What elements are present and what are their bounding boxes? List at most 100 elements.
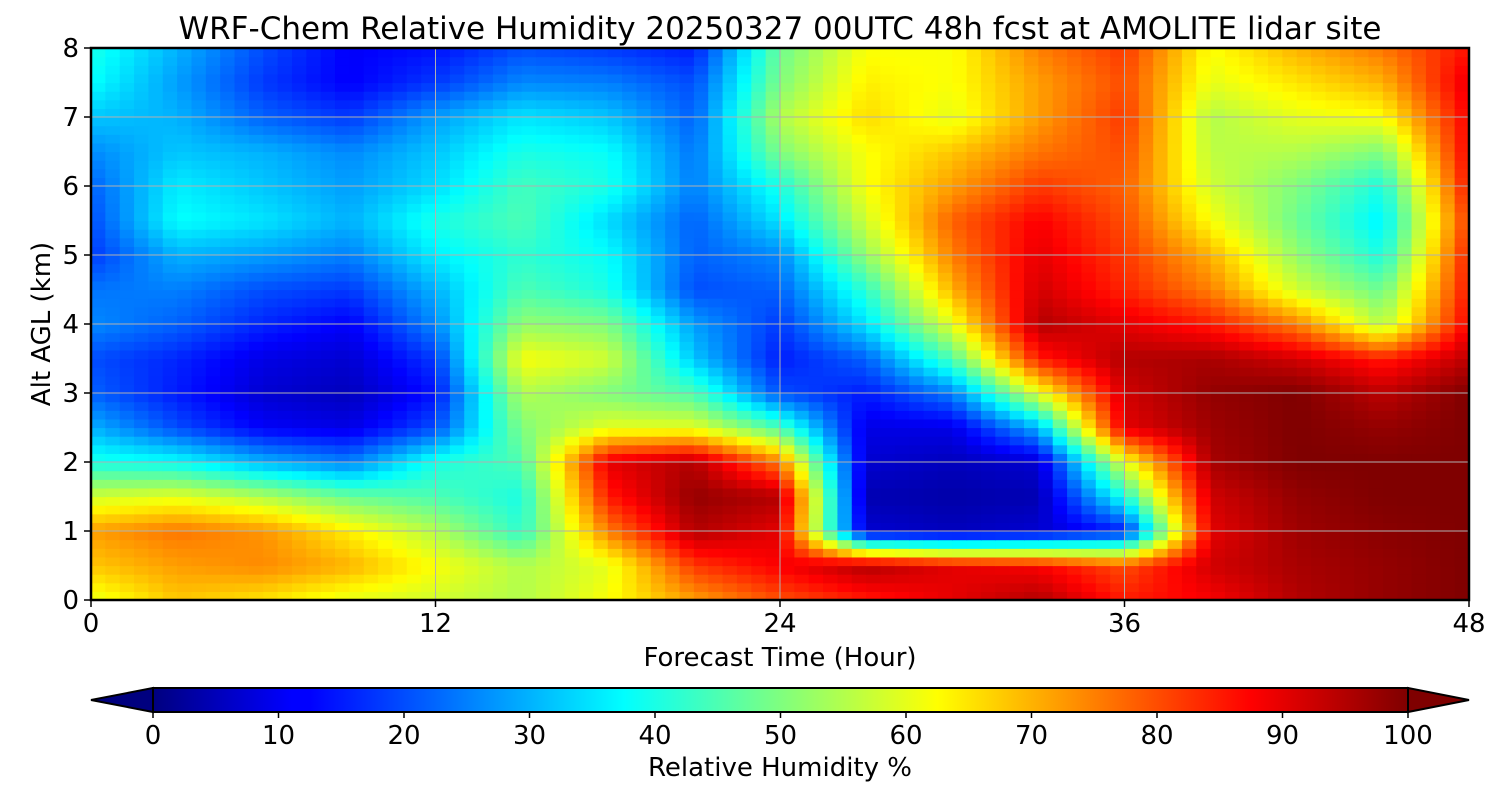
heatmap-cell bbox=[765, 565, 781, 575]
heatmap-cell bbox=[105, 237, 121, 247]
heatmap-cell bbox=[579, 246, 594, 256]
heatmap-cell bbox=[1397, 315, 1413, 325]
heatmap-cell bbox=[435, 229, 451, 239]
heatmap-cell bbox=[937, 186, 953, 196]
heatmap-cell bbox=[392, 211, 408, 222]
heatmap-cell bbox=[1397, 496, 1413, 506]
heatmap-cell bbox=[1224, 375, 1240, 385]
heatmap-cell bbox=[851, 418, 867, 429]
heatmap-cell bbox=[421, 306, 437, 316]
heatmap-cell bbox=[880, 306, 896, 316]
heatmap-cell bbox=[1009, 522, 1025, 532]
heatmap-cell bbox=[1081, 384, 1097, 394]
heatmap-cell bbox=[1425, 418, 1441, 429]
heatmap-cell bbox=[693, 315, 709, 325]
heatmap-cell bbox=[1282, 203, 1298, 213]
heatmap-cell bbox=[837, 229, 853, 239]
heatmap-cell bbox=[866, 401, 882, 411]
heatmap-cell bbox=[1454, 332, 1469, 342]
heatmap-cell bbox=[866, 160, 882, 170]
heatmap-cell bbox=[1210, 358, 1226, 368]
heatmap-cell bbox=[823, 487, 839, 498]
heatmap-cell bbox=[909, 522, 925, 532]
heatmap-cell bbox=[1024, 548, 1039, 558]
heatmap-cell bbox=[1009, 556, 1025, 567]
heatmap-cell bbox=[392, 298, 408, 308]
heatmap-cell bbox=[277, 548, 293, 558]
heatmap-cell bbox=[952, 574, 968, 584]
heatmap-cell bbox=[665, 444, 681, 454]
heatmap-cell bbox=[1196, 194, 1212, 204]
heatmap-cell bbox=[1382, 393, 1398, 403]
heatmap-cell bbox=[966, 358, 982, 368]
heatmap-cell bbox=[966, 591, 982, 600]
heatmap-cell bbox=[923, 151, 939, 161]
heatmap-cell bbox=[134, 574, 150, 584]
heatmap-cell bbox=[1196, 531, 1212, 541]
heatmap-cell bbox=[191, 203, 207, 213]
heatmap-cell bbox=[320, 246, 336, 256]
heatmap-cell bbox=[593, 505, 609, 515]
heatmap-cell bbox=[263, 229, 279, 239]
heatmap-cell bbox=[535, 349, 551, 360]
heatmap-cell bbox=[320, 151, 336, 161]
heatmap-cell bbox=[248, 556, 264, 567]
heatmap-cell bbox=[808, 151, 824, 161]
heatmap-cell bbox=[205, 289, 221, 299]
heatmap-cell bbox=[794, 255, 810, 265]
heatmap-cell bbox=[708, 444, 724, 454]
heatmap-cell bbox=[1081, 453, 1097, 463]
heatmap-cell bbox=[880, 556, 896, 567]
heatmap-cell bbox=[1440, 401, 1456, 411]
heatmap-cell bbox=[148, 306, 164, 316]
heatmap-cell bbox=[162, 453, 178, 463]
heatmap-cell bbox=[1253, 246, 1269, 256]
heatmap-cell bbox=[736, 332, 752, 342]
heatmap-cell bbox=[722, 203, 738, 213]
heatmap-cell bbox=[220, 289, 236, 299]
heatmap-cell bbox=[851, 574, 867, 584]
heatmap-cell bbox=[880, 272, 896, 282]
heatmap-cell bbox=[780, 280, 795, 291]
heatmap-cell bbox=[1339, 444, 1355, 454]
heatmap-cell bbox=[880, 410, 896, 420]
heatmap-cell bbox=[1354, 410, 1370, 420]
heatmap-cell bbox=[478, 263, 494, 273]
heatmap-cell bbox=[1311, 160, 1327, 170]
heatmap-cell bbox=[177, 367, 193, 377]
heatmap-cell bbox=[148, 358, 164, 368]
heatmap-cell bbox=[909, 280, 925, 291]
heatmap-cell bbox=[464, 177, 480, 187]
heatmap-cell bbox=[851, 349, 867, 360]
heatmap-cell bbox=[1009, 211, 1025, 222]
heatmap-cell bbox=[1425, 324, 1441, 334]
heatmap-cell bbox=[564, 280, 580, 291]
heatmap-cell bbox=[1239, 531, 1255, 541]
heatmap-cell bbox=[794, 479, 810, 489]
heatmap-cell bbox=[1354, 418, 1370, 429]
heatmap-cell bbox=[406, 401, 422, 411]
heatmap-cell bbox=[650, 418, 666, 429]
heatmap-cell bbox=[952, 246, 968, 256]
heatmap-cell bbox=[665, 393, 681, 403]
heatmap-cell bbox=[665, 401, 681, 411]
heatmap-cell bbox=[378, 401, 394, 411]
heatmap-cell bbox=[708, 436, 724, 446]
heatmap-cell bbox=[1124, 280, 1140, 291]
heatmap-cell bbox=[751, 565, 767, 575]
heatmap-cell bbox=[205, 574, 221, 584]
heatmap-cell bbox=[464, 168, 480, 178]
heatmap-cell bbox=[220, 341, 236, 351]
heatmap-cell bbox=[1196, 306, 1212, 316]
heatmap-cell bbox=[751, 263, 767, 273]
heatmap-cell bbox=[1454, 263, 1469, 273]
heatmap-cell bbox=[1124, 246, 1140, 256]
heatmap-cell bbox=[1081, 324, 1097, 334]
heatmap-cell bbox=[435, 237, 451, 247]
heatmap-cell bbox=[995, 367, 1011, 377]
heatmap-cell bbox=[492, 462, 508, 472]
heatmap-cell bbox=[105, 505, 121, 515]
heatmap-cell bbox=[923, 324, 939, 334]
heatmap-cell bbox=[736, 513, 752, 523]
heatmap-cell bbox=[1253, 367, 1269, 377]
